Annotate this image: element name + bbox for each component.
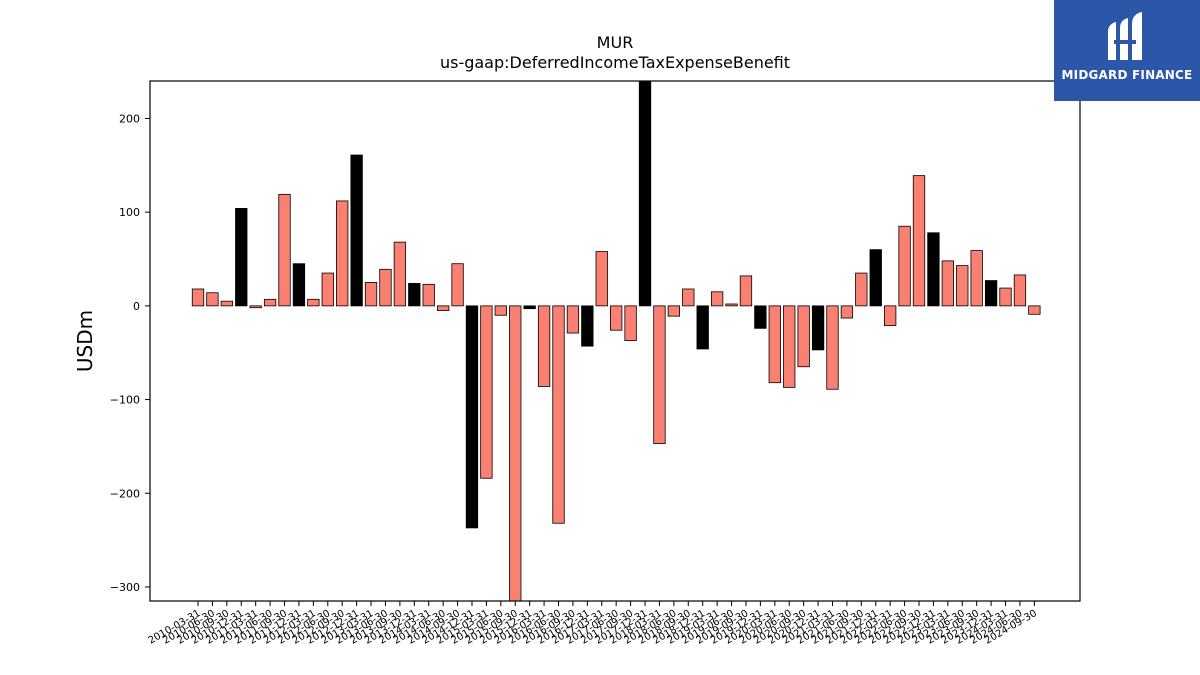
bar-2018-09-30 (682, 288, 695, 307)
bar-2024-09-30 (1028, 305, 1041, 315)
bar-2020-03-31 (768, 305, 781, 384)
bar-2010-12-31 (235, 208, 248, 307)
chart-subtitle: us-gaap:DeferredIncomeTaxExpenseBenefit (440, 53, 790, 72)
bar-2017-09-30 (624, 305, 637, 341)
plot-area: 2010-03-312010-06-302010-09-302010-12-31… (110, 81, 1041, 647)
bar-2023-09-30 (970, 250, 983, 307)
bar-2016-09-30 (566, 305, 580, 334)
bar-2021-12-31 (869, 249, 882, 307)
bar-2021-03-31 (826, 305, 839, 390)
y-tick-label: −100 (110, 394, 140, 407)
bar-2010-09-30 (220, 300, 233, 307)
bar-2013-09-30 (393, 241, 407, 307)
bar-2010-03-31 (191, 288, 205, 307)
bar-2013-03-31 (364, 282, 378, 307)
bar-2018-06-30 (667, 305, 681, 317)
midgard-logo-icon (1108, 12, 1142, 60)
bar-2013-06-30 (379, 268, 392, 307)
bar-2012-06-30 (321, 272, 334, 307)
chart-title: MUR (597, 33, 634, 52)
y-tick-label: 0 (133, 300, 140, 313)
bar-2013-12-31 (408, 282, 421, 307)
y-tick-label: −300 (110, 581, 140, 594)
bar-2011-03-31 (249, 305, 262, 309)
bar-2023-03-31 (941, 260, 954, 307)
y-tick-label: −200 (110, 487, 140, 500)
bar-2014-12-31 (465, 305, 479, 529)
bar-2016-12-31 (581, 305, 594, 347)
bar-2023-06-30 (956, 265, 969, 307)
bar-2016-03-31 (537, 305, 551, 387)
y-tick-label: 200 (119, 112, 140, 125)
bar-2022-12-31 (927, 232, 940, 307)
plot-frame (149, 80, 1081, 602)
bar-2020-06-30 (783, 305, 796, 388)
bar-2021-09-30 (855, 272, 868, 307)
bar-2016-06-30 (552, 305, 565, 524)
logo-text: MIDGARD FINANCE (1061, 68, 1193, 82)
bar-2015-09-30 (509, 305, 522, 601)
bar-2019-03-31 (710, 291, 724, 307)
bar-2012-12-31 (350, 154, 363, 307)
bar-group (191, 81, 1041, 601)
bar-2024-03-31 (999, 287, 1012, 307)
bar-2020-12-31 (811, 305, 825, 351)
bar-2017-03-31 (595, 251, 608, 307)
bar-2015-12-31 (523, 305, 536, 310)
bar-2018-12-31 (696, 305, 709, 350)
bar-2020-09-30 (797, 305, 810, 368)
bar-2023-12-31 (984, 280, 998, 307)
bar-2017-12-31 (638, 81, 652, 307)
bar-2021-06-30 (840, 305, 854, 319)
bar-2019-06-30 (725, 303, 738, 307)
bar-2017-06-30 (610, 305, 623, 331)
bar-2015-03-31 (480, 305, 493, 479)
bar-2010-06-30 (206, 292, 219, 307)
bar-2012-03-31 (307, 298, 320, 307)
bar-2018-03-31 (653, 305, 666, 444)
bar-2012-09-30 (336, 200, 349, 307)
bar-2022-03-31 (884, 305, 897, 326)
bar-2011-09-30 (278, 193, 291, 307)
bar-2024-06-30 (1013, 274, 1027, 307)
y-tick-label: 100 (119, 206, 140, 219)
bar-2014-06-30 (436, 305, 450, 311)
y-axis-label: USDm (73, 310, 97, 372)
bar-2014-03-31 (422, 283, 435, 307)
bar-2022-09-30 (912, 175, 926, 307)
bar-2019-09-30 (739, 275, 753, 307)
midgard-logo: MIDGARD FINANCE (1054, 0, 1200, 101)
bar-2011-12-31 (292, 263, 306, 307)
bar-2011-06-30 (263, 298, 277, 307)
bar-2022-06-30 (898, 225, 911, 307)
bar-2019-12-31 (754, 305, 767, 329)
bar-2014-09-30 (451, 263, 464, 307)
bar-2015-06-30 (494, 305, 507, 316)
